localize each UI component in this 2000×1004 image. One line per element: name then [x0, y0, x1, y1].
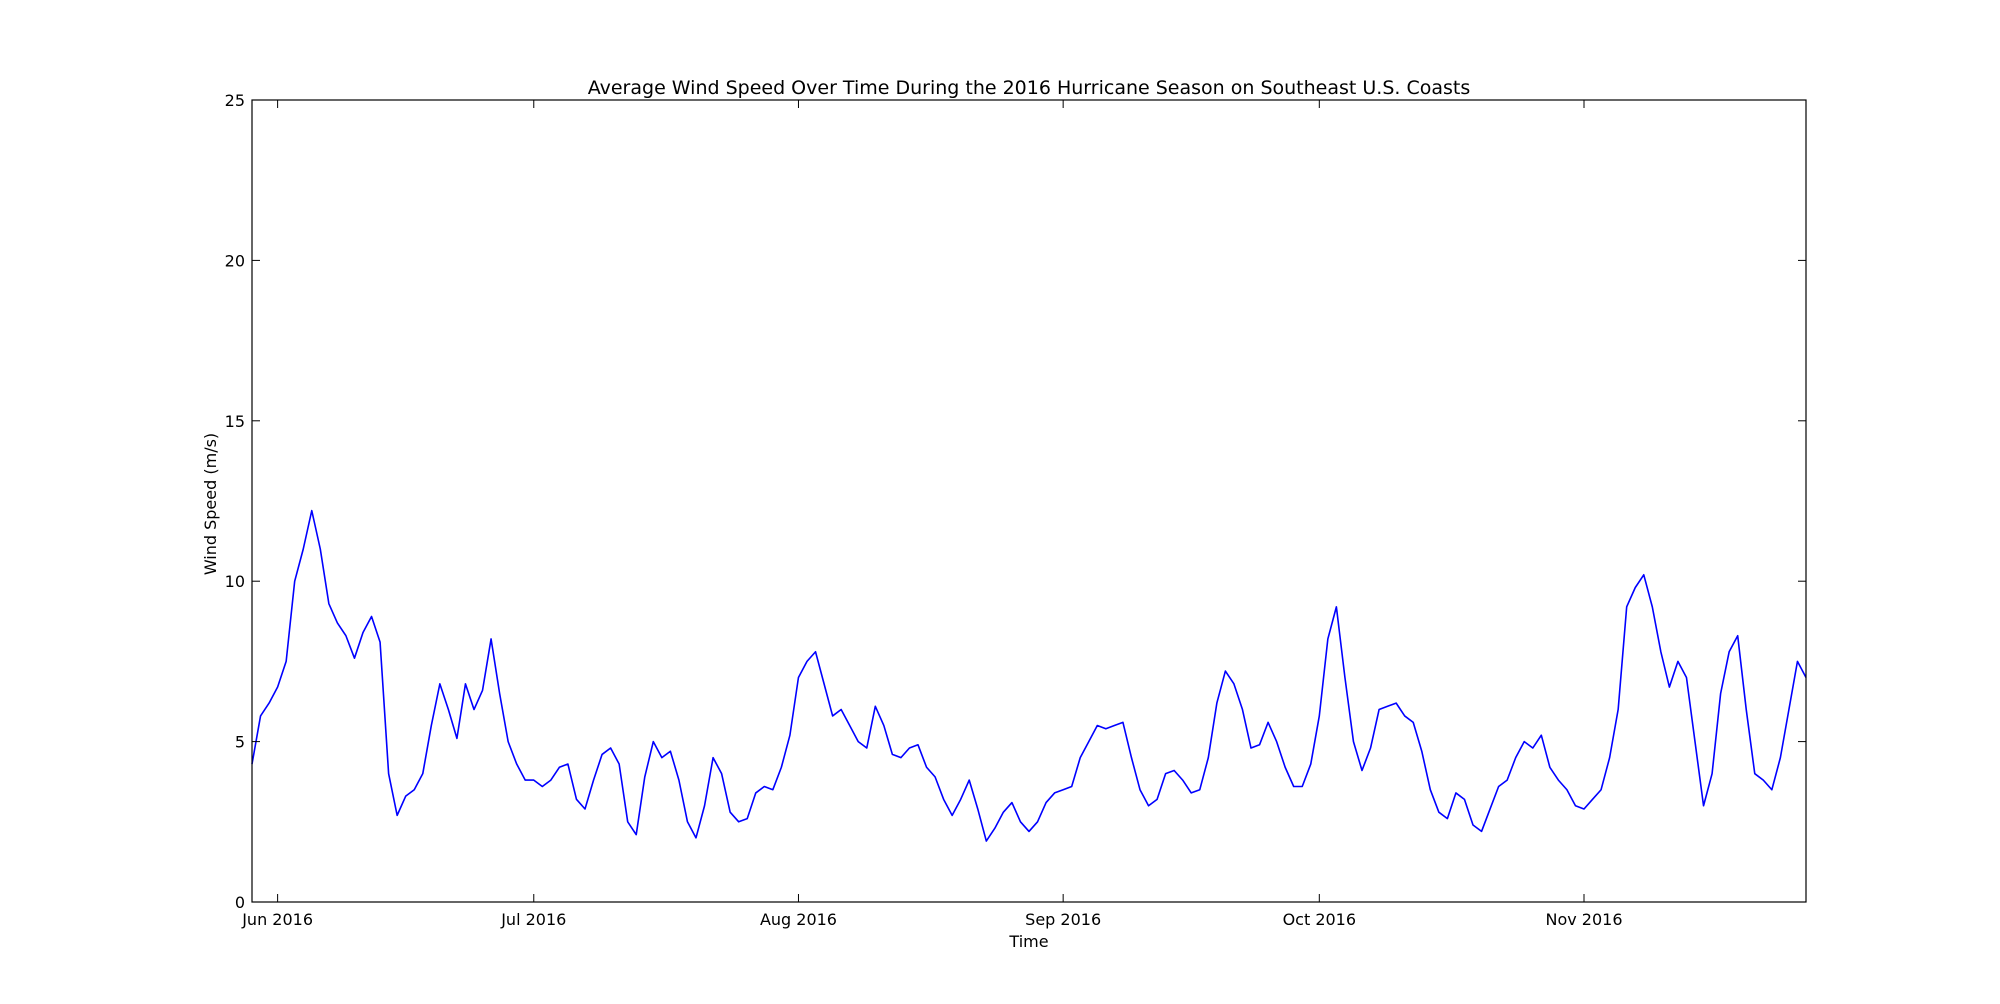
y-tick-label: 10 [225, 572, 245, 591]
plot-area: 0 5 10 15 20 25 Jun 2016 Jul 2016 Aug 2016 Sep 20… [225, 91, 1807, 929]
x-tick-label: Jul 2016 [500, 910, 566, 929]
x-tick-label: Aug 2016 [760, 910, 837, 929]
y-tick-label: 25 [225, 91, 245, 110]
y-tick-label: 15 [225, 412, 245, 431]
series-line-0 [251, 509, 1807, 842]
x-tick-label: Nov 2016 [1545, 910, 1622, 929]
y-tick-label: 20 [225, 251, 245, 270]
chart-title: Average Wind Speed Over Time During the … [588, 77, 1471, 99]
x-axis-label: Time [1008, 932, 1048, 951]
y-axis-label: Wind Speed (m/s) [201, 433, 220, 575]
x-tick-label: Sep 2016 [1025, 910, 1101, 929]
x-tick-label: Oct 2016 [1283, 910, 1356, 929]
axes-frame [251, 99, 1807, 903]
y-tick-label: 0 [235, 893, 245, 912]
x-tick-label: Jun 2016 [241, 910, 313, 929]
y-tick-label: 5 [235, 733, 245, 752]
